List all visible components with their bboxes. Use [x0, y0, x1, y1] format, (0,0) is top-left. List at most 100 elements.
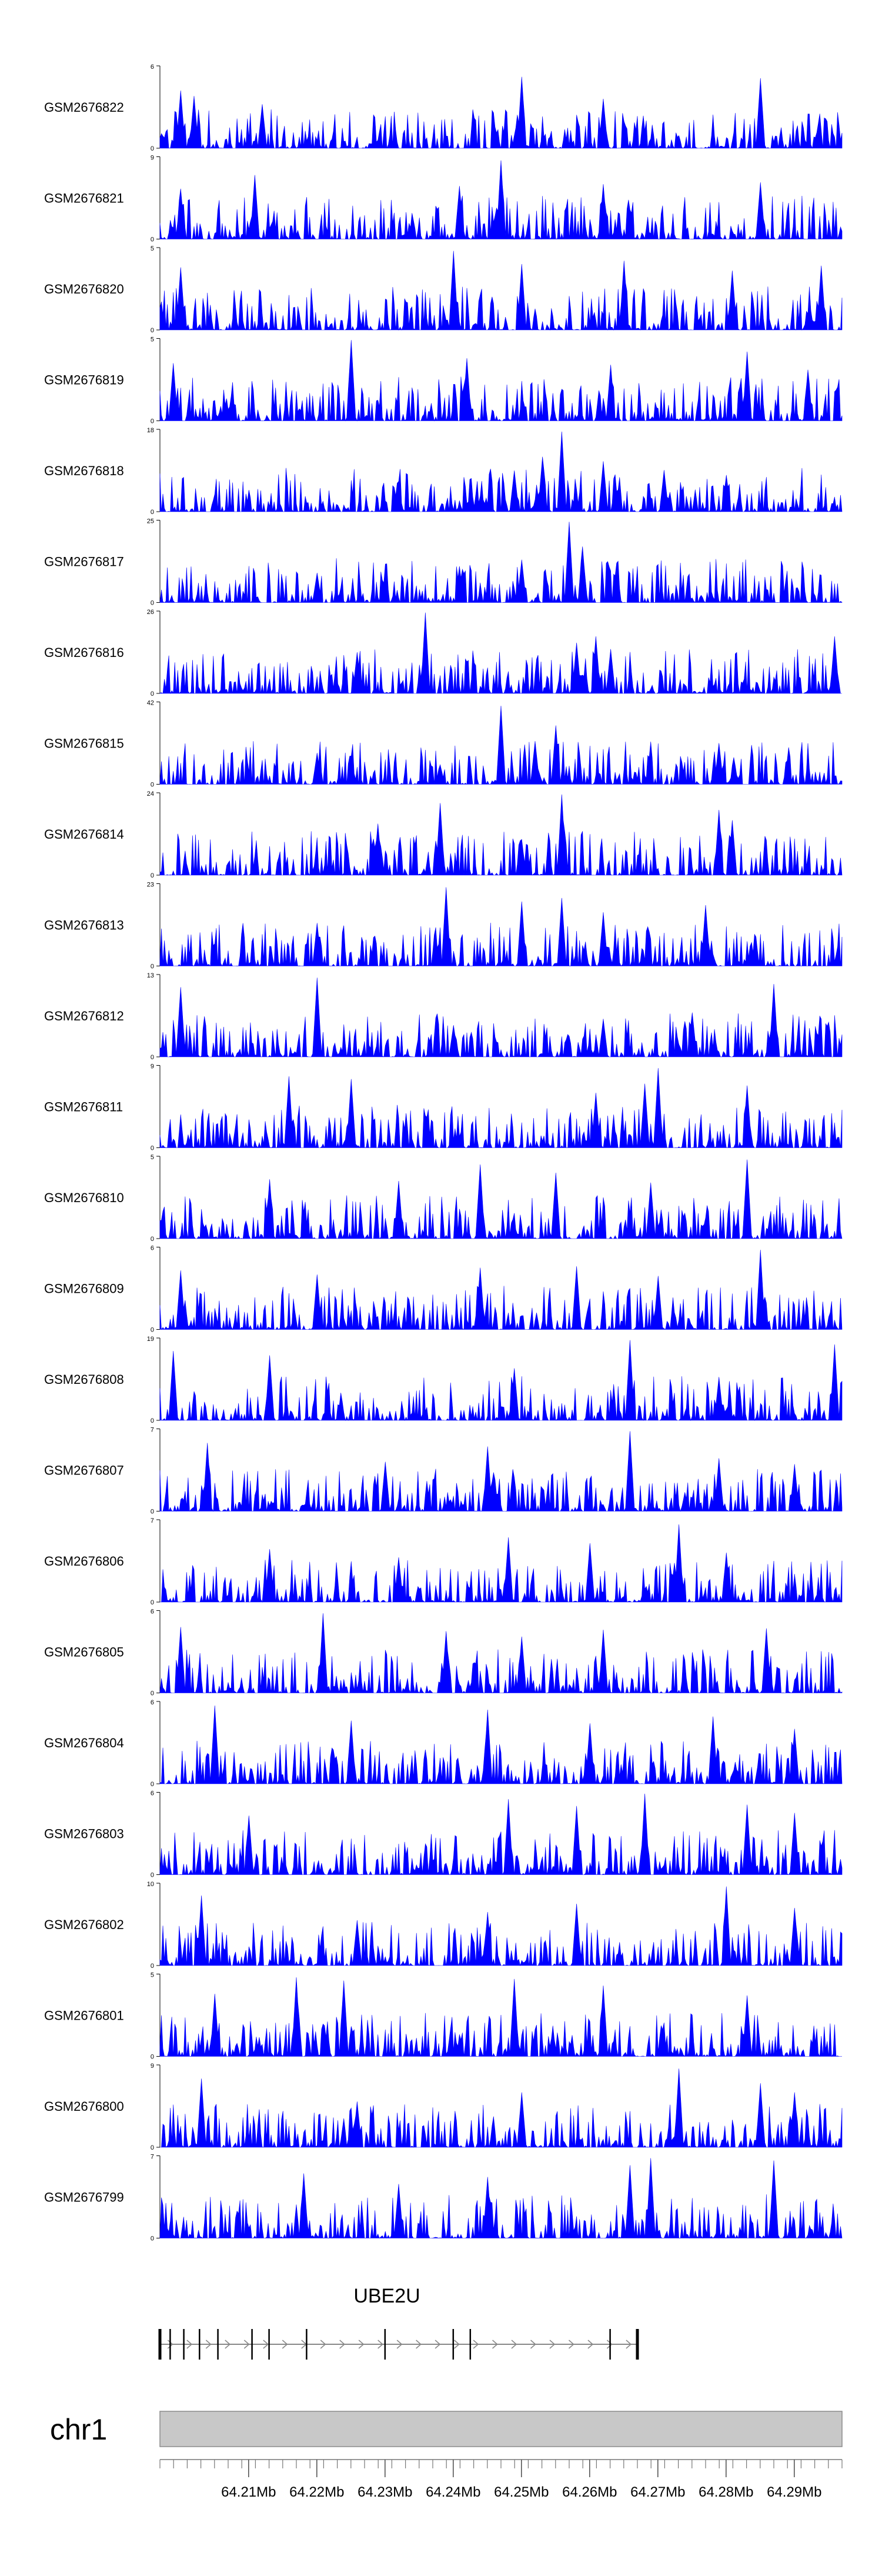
- tick-label: 64.25Mb: [494, 2484, 549, 2500]
- chromosome-ideogram: [159, 2411, 843, 2447]
- exon: [452, 2329, 455, 2360]
- strand-arrow: [282, 2340, 288, 2349]
- track-label: GSM2676822: [44, 100, 124, 115]
- track-GSM2676821: GSM2676821 9 0: [44, 155, 843, 243]
- strand-arrow: [549, 2340, 556, 2349]
- track-GSM2676803: GSM2676803 6 0: [44, 1790, 843, 1879]
- exon: [158, 2329, 162, 2360]
- track-label: GSM2676811: [44, 1100, 123, 1115]
- y-max-label: 18: [147, 427, 154, 434]
- coverage-area: [159, 706, 843, 785]
- y-max-label: 7: [151, 1427, 154, 1434]
- y-max-label: 23: [147, 882, 154, 889]
- strand-arrow: [225, 2340, 231, 2349]
- y-max-label: 9: [151, 1063, 154, 1070]
- track-label: GSM2676814: [44, 827, 124, 842]
- coverage-area: [159, 160, 843, 240]
- tick-label: 64.21Mb: [221, 2484, 276, 2500]
- track-GSM2676820: GSM2676820 5 0: [44, 245, 843, 334]
- track-GSM2676813: GSM2676813 23 0: [44, 882, 843, 970]
- y-min-label: 0: [151, 1781, 154, 1788]
- track-label: GSM2676808: [44, 1372, 124, 1387]
- y-min-label: 0: [151, 236, 154, 243]
- coverage-area: [159, 2158, 843, 2239]
- track-GSM2676808: GSM2676808 19 0: [44, 1336, 843, 1424]
- y-min-label: 0: [151, 600, 154, 607]
- y-min-label: 0: [151, 782, 154, 789]
- track-GSM2676817: GSM2676817 25 0: [44, 518, 843, 607]
- tick-label: 64.28Mb: [699, 2484, 753, 2500]
- coverage-area: [159, 1793, 843, 1876]
- y-max-label: 9: [151, 155, 154, 162]
- track-GSM2676802: GSM2676802 10 0: [44, 1881, 843, 1970]
- coverage-area: [159, 431, 843, 513]
- track-label: GSM2676801: [44, 2008, 124, 2023]
- y-min-label: 0: [151, 1509, 154, 1516]
- track-label: GSM2676805: [44, 1645, 124, 1660]
- y-max-label: 6: [151, 1245, 154, 1252]
- y-max-label: 26: [147, 609, 154, 616]
- strand-arrow: [568, 2340, 574, 2349]
- strand-arrow: [606, 2340, 613, 2349]
- coverage-area: [159, 794, 843, 876]
- tick-label: 64.29Mb: [767, 2484, 821, 2500]
- y-max-label: 5: [151, 336, 154, 343]
- exon: [251, 2329, 253, 2360]
- y-min-label: 0: [151, 2144, 154, 2151]
- exon: [306, 2329, 308, 2360]
- y-min-label: 0: [151, 145, 154, 152]
- track-GSM2676819: GSM2676819 5 0: [44, 336, 843, 425]
- coverage-area: [160, 2068, 843, 2148]
- track-label: GSM2676804: [44, 1736, 124, 1750]
- exon: [636, 2329, 639, 2360]
- strand-arrow: [167, 2340, 173, 2349]
- track-label: GSM2676802: [44, 1917, 124, 1932]
- y-min-label: 0: [151, 1236, 154, 1243]
- track-label: GSM2676810: [44, 1190, 124, 1205]
- y-max-label: 10: [147, 1881, 154, 1888]
- strand-arrow: [435, 2340, 441, 2349]
- y-max-label: 24: [147, 790, 154, 798]
- exon: [384, 2329, 386, 2360]
- track-label: GSM2676809: [44, 1282, 124, 1296]
- coverage-area: [159, 612, 842, 695]
- y-max-label: 5: [151, 245, 154, 252]
- coverage-area: [159, 887, 843, 967]
- track-label: GSM2676803: [44, 1827, 124, 1841]
- track-GSM2676800: GSM2676800 9 0: [44, 2063, 843, 2151]
- y-max-label: 6: [151, 1790, 154, 1797]
- exon: [217, 2329, 219, 2360]
- y-max-label: 5: [151, 1154, 154, 1161]
- track-label: GSM2676818: [44, 463, 124, 478]
- track-GSM2676818: GSM2676818 18 0: [44, 427, 843, 516]
- track-label: GSM2676807: [44, 1463, 124, 1478]
- track-GSM2676822: GSM2676822 6 0: [44, 64, 843, 152]
- gene-model: UBE2U: [158, 2285, 639, 2360]
- y-min-label: 0: [151, 327, 154, 334]
- strand-arrow: [358, 2340, 365, 2349]
- y-min-label: 0: [151, 1145, 154, 1152]
- strand-arrow: [186, 2340, 193, 2349]
- coverage-area: [159, 1886, 843, 1967]
- track-label: GSM2676821: [44, 191, 124, 206]
- track-label: GSM2676812: [44, 1009, 124, 1023]
- track-label: GSM2676817: [44, 555, 124, 569]
- track-label: GSM2676813: [44, 918, 124, 933]
- y-min-label: 0: [151, 1599, 154, 1606]
- y-min-label: 0: [151, 1417, 154, 1424]
- track-GSM2676811: GSM2676811 9 0: [44, 1063, 843, 1152]
- y-max-label: 6: [151, 1609, 154, 1616]
- y-min-label: 0: [151, 872, 154, 879]
- y-max-label: 7: [151, 2154, 154, 2161]
- track-GSM2676799: GSM2676799 7 0: [44, 2154, 843, 2243]
- gene-name: UBE2U: [353, 2285, 420, 2307]
- y-min-label: 0: [151, 2235, 154, 2243]
- y-min-label: 0: [151, 1054, 154, 1061]
- coverage-area: [159, 1250, 843, 1330]
- y-min-label: 0: [151, 509, 154, 516]
- track-label: GSM2676816: [44, 645, 124, 660]
- coverage-area: [159, 1705, 843, 1785]
- chromosome-label: chr1: [50, 2413, 107, 2446]
- y-min-label: 0: [151, 1963, 154, 1970]
- y-max-label: 7: [151, 1517, 154, 1524]
